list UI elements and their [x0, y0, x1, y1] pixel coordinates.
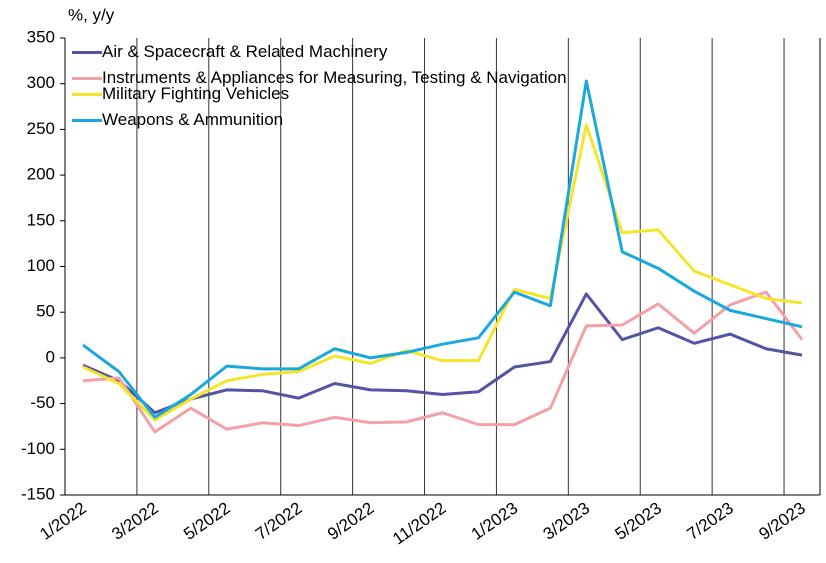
legend-entry: Instruments & Appliances for Measuring, … — [72, 68, 572, 88]
legend-swatch — [72, 77, 102, 80]
x-tick-label: 9/2022 — [324, 498, 377, 543]
x-tick-label: 7/2023 — [683, 498, 736, 543]
y-tick-label: 150 — [27, 210, 55, 229]
x-tick-label: 3/2022 — [108, 498, 161, 543]
series-line — [82, 123, 803, 422]
x-tick-label: 11/2022 — [389, 498, 449, 548]
x-tick-label: 7/2022 — [252, 498, 305, 543]
legend-label: Air & Spacecraft & Related Machinery — [102, 42, 388, 61]
legend: Air & Spacecraft & Related Machinery Inst… — [72, 42, 572, 136]
x-tick-label: 1/2023 — [468, 498, 521, 543]
x-tick-label: 3/2023 — [540, 498, 593, 543]
y-tick-label: 250 — [27, 119, 55, 138]
legend-entry: Weapons & Ammunition — [72, 110, 572, 130]
y-tick-label: -150 — [21, 484, 55, 503]
x-tick-label: 5/2023 — [612, 498, 665, 543]
y-axis-label: %, y/y — [68, 5, 115, 24]
y-tick-label: 100 — [27, 256, 55, 275]
y-tick-label: -50 — [30, 393, 55, 412]
y-tick-label: 50 — [36, 302, 55, 321]
legend-entry: Air & Spacecraft & Related Machinery — [72, 42, 572, 62]
series-line — [82, 292, 803, 415]
legend-label: Instruments & Appliances for Measuring, … — [102, 68, 567, 87]
x-tick-label: 9/2023 — [755, 498, 808, 543]
y-tick-label: -100 — [21, 439, 55, 458]
series-line — [82, 290, 804, 434]
series-line — [82, 79, 803, 419]
legend-swatch — [72, 93, 102, 96]
legend-swatch — [72, 51, 102, 54]
legend-entry: Military Fighting Vehicles — [72, 84, 572, 104]
x-tick-label: 1/2022 — [36, 498, 89, 543]
y-tick-label: 350 — [27, 27, 55, 46]
x-tick-label: 5/2022 — [180, 498, 233, 543]
legend-swatch — [72, 119, 102, 122]
legend-label: Weapons & Ammunition — [102, 110, 284, 129]
y-tick-label: 300 — [27, 73, 55, 92]
legend-label: Military Fighting Vehicles — [102, 84, 290, 103]
y-tick-label: 200 — [27, 165, 55, 184]
y-tick-label: 0 — [46, 347, 55, 366]
